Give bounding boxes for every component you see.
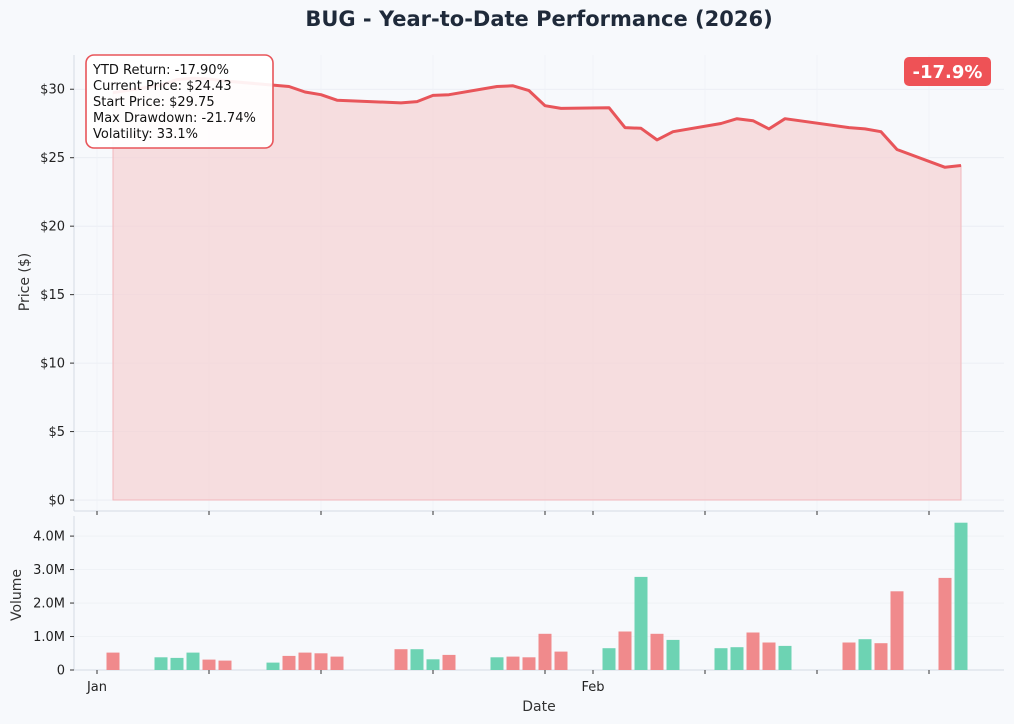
stats-line: Current Price: $24.43 bbox=[93, 79, 232, 94]
volume-bar bbox=[778, 645, 792, 670]
price-panel: $0 $5 $10 $15 $20 $25 $30 Price ($) YTD Return… bbox=[17, 54, 1004, 515]
volume-bar bbox=[394, 649, 408, 670]
volume-bar bbox=[650, 633, 664, 670]
volume-bar bbox=[874, 643, 888, 670]
volume-bar bbox=[954, 522, 968, 670]
chart-title: BUG - Year-to-Date Performance (2026) bbox=[305, 7, 772, 31]
price-y-tick-label: $5 bbox=[48, 425, 65, 440]
x-axis-label: Date bbox=[522, 699, 555, 715]
price-y-tick-label: $20 bbox=[40, 220, 65, 235]
volume-bar bbox=[522, 657, 536, 670]
return-badge: -17.9% bbox=[904, 57, 991, 86]
volume-y-tick-label: 4.0M bbox=[33, 530, 65, 545]
volume-y-ticks: 0 1.0M 2.0M 3.0M 4.0M bbox=[33, 530, 74, 679]
volume-bar bbox=[538, 633, 552, 670]
volume-y-axis-label: Volume bbox=[9, 569, 25, 621]
volume-bar bbox=[298, 652, 312, 670]
x-tick-label: Jan bbox=[86, 680, 107, 695]
volume-bar bbox=[762, 642, 776, 670]
volume-bar bbox=[314, 653, 328, 670]
volume-x-ticks: Jan Feb bbox=[86, 670, 930, 695]
volume-bar bbox=[202, 659, 216, 670]
volume-bar bbox=[186, 652, 200, 670]
price-y-axis-label: Price ($) bbox=[17, 253, 33, 311]
price-y-tick-label: $15 bbox=[40, 288, 65, 303]
volume-bar bbox=[282, 655, 296, 670]
volume-bar bbox=[490, 657, 504, 670]
price-axes bbox=[73, 55, 1004, 515]
stats-line: Volatility: 33.1% bbox=[93, 127, 198, 142]
volume-bar bbox=[426, 659, 440, 670]
volume-bar bbox=[890, 591, 904, 670]
volume-panel: 0 1.0M 2.0M 3.0M 4.0M Jan Feb Volume Date bbox=[9, 516, 1004, 715]
volume-bar bbox=[266, 662, 280, 670]
volume-bar bbox=[442, 654, 456, 670]
volume-y-tick-label: 0 bbox=[57, 664, 65, 679]
volume-bar bbox=[170, 657, 184, 670]
stats-box: YTD Return: -17.90% Current Price: $24.4… bbox=[85, 54, 274, 149]
volume-bar bbox=[938, 577, 952, 670]
volume-bar bbox=[410, 649, 424, 670]
volume-bar bbox=[330, 656, 344, 670]
volume-bar bbox=[106, 652, 120, 670]
stats-line: YTD Return: -17.90% bbox=[92, 63, 229, 78]
volume-bar bbox=[858, 639, 872, 670]
volume-bar bbox=[746, 632, 760, 670]
volume-bar bbox=[666, 639, 680, 670]
volume-bar bbox=[618, 631, 632, 670]
volume-y-tick-label: 2.0M bbox=[33, 597, 65, 612]
price-y-tick-label: $25 bbox=[40, 151, 65, 166]
return-badge-background bbox=[904, 57, 991, 86]
volume-y-tick-label: 3.0M bbox=[33, 563, 65, 578]
volume-bar bbox=[218, 660, 232, 670]
stats-line: Start Price: $29.75 bbox=[93, 95, 215, 110]
volume-bar bbox=[602, 648, 616, 670]
volume-bar bbox=[634, 576, 648, 670]
volume-bars bbox=[106, 522, 968, 670]
volume-bar bbox=[842, 642, 856, 670]
return-badge-text: -17.9% bbox=[913, 62, 983, 83]
price-y-tick-label: $0 bbox=[48, 494, 65, 509]
volume-bar bbox=[730, 647, 744, 670]
volume-bar bbox=[714, 648, 728, 670]
volume-bar bbox=[506, 656, 520, 670]
stats-line: Max Drawdown: -21.74% bbox=[93, 111, 256, 126]
stats-box-frame bbox=[85, 54, 274, 149]
x-tick-label: Feb bbox=[581, 680, 604, 695]
price-y-tick-label: $30 bbox=[40, 83, 65, 98]
price-y-tick-label: $10 bbox=[40, 357, 65, 372]
volume-bar bbox=[154, 657, 168, 670]
price-y-ticks: $0 $5 $10 $15 $20 $25 $30 bbox=[40, 83, 74, 509]
volume-y-tick-label: 1.0M bbox=[33, 630, 65, 645]
volume-bar bbox=[554, 651, 568, 670]
